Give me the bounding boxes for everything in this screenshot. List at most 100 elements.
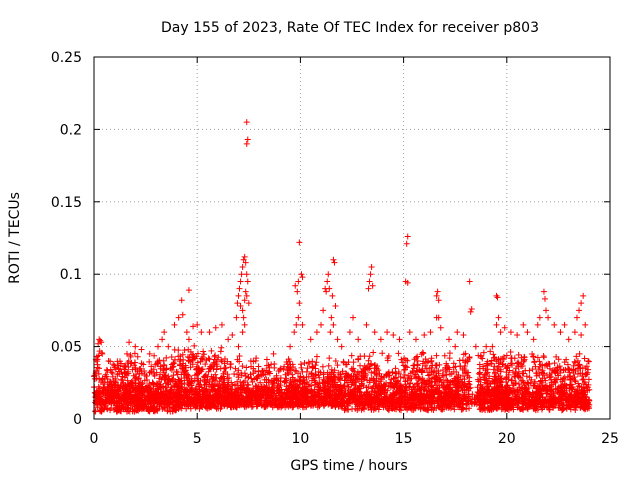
x-tick-label: 25 (601, 431, 619, 447)
data-point (215, 354, 222, 361)
data-point (452, 363, 459, 370)
data-point (565, 336, 572, 343)
data-point (584, 369, 591, 376)
data-point (208, 347, 215, 354)
data-point (476, 369, 483, 376)
data-point (190, 323, 197, 330)
data-point (450, 360, 457, 367)
data-point (237, 378, 244, 385)
data-point (287, 376, 294, 383)
data-point (452, 343, 459, 350)
data-point (571, 329, 578, 336)
data-point (459, 378, 466, 385)
data-point (366, 278, 373, 285)
data-point (234, 371, 241, 378)
data-point (443, 371, 450, 378)
data-point (514, 332, 521, 339)
data-point (408, 375, 415, 382)
data-point (488, 406, 495, 413)
data-point (501, 353, 508, 360)
data-point (460, 332, 467, 339)
data-point (429, 382, 436, 389)
data-point (483, 370, 490, 377)
data-point (367, 361, 374, 368)
data-point (411, 362, 418, 369)
data-point (355, 356, 362, 363)
data-point (578, 332, 585, 339)
data-point (324, 278, 331, 285)
data-point (168, 353, 175, 360)
data-point (497, 329, 504, 336)
data-point (433, 362, 440, 369)
data-point (503, 374, 510, 381)
data-point (132, 383, 139, 390)
data-point (539, 370, 546, 377)
data-point (368, 406, 375, 413)
data-point (229, 332, 236, 339)
x-tick-label: 20 (498, 431, 516, 447)
data-point (514, 404, 521, 411)
data-point (353, 371, 360, 378)
data-point (244, 381, 251, 388)
data-point (235, 343, 242, 350)
data-point (282, 371, 289, 378)
data-point (417, 406, 424, 413)
data-point (402, 363, 409, 370)
data-point (359, 405, 366, 412)
data-point (131, 362, 138, 369)
data-point (171, 321, 178, 328)
data-point (570, 366, 577, 373)
data-point (461, 363, 468, 370)
data-point (147, 369, 154, 376)
data-point (420, 377, 427, 384)
data-point (486, 373, 493, 380)
data-point (227, 361, 234, 368)
data-point (126, 339, 133, 346)
data-point (369, 282, 376, 289)
data-point (540, 354, 547, 361)
data-point (222, 368, 229, 375)
data-point (221, 355, 228, 362)
x-tick-label: 15 (395, 431, 413, 447)
data-point (483, 360, 490, 367)
data-point (313, 359, 320, 366)
data-point (464, 373, 471, 380)
data-point (314, 404, 321, 411)
data-point (504, 364, 511, 371)
data-point (319, 363, 326, 370)
data-point (139, 380, 146, 387)
data-point (564, 365, 571, 372)
data-point (313, 353, 320, 360)
data-point (235, 367, 242, 374)
data-point (172, 356, 179, 363)
data-point (386, 405, 393, 412)
data-point (320, 369, 327, 376)
data-point (348, 381, 355, 388)
data-point (289, 361, 296, 368)
data-point (515, 360, 522, 367)
data-point (507, 329, 514, 336)
data-point (349, 367, 356, 374)
data-point (329, 292, 336, 299)
y-tick-label: 0.05 (51, 340, 82, 356)
data-point (534, 354, 541, 361)
data-point (198, 329, 205, 336)
data-point (367, 271, 374, 278)
data-point (200, 348, 207, 355)
data-point (185, 381, 192, 388)
data-point (116, 370, 123, 377)
data-point (107, 366, 114, 373)
data-point (239, 329, 246, 336)
data-point (179, 351, 186, 358)
data-point (234, 300, 241, 307)
data-point (107, 358, 114, 365)
data-point (218, 344, 225, 351)
data-point (406, 329, 413, 336)
data-point (188, 378, 195, 385)
data-point (545, 314, 552, 321)
data-point (330, 373, 337, 380)
data-point (581, 355, 588, 362)
data-point (307, 402, 314, 409)
data-point (366, 365, 373, 372)
data-point (245, 382, 252, 389)
